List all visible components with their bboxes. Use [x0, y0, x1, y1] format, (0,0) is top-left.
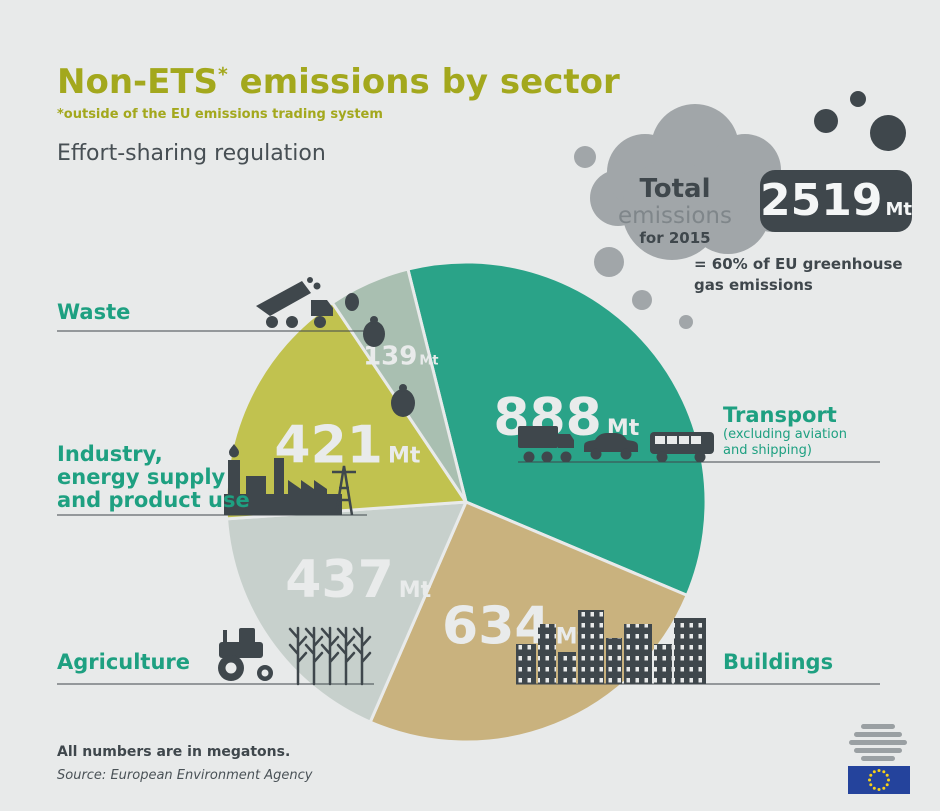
slice-value-agriculture: 437 Mt — [285, 550, 431, 610]
council-swirl-icon — [849, 724, 907, 761]
dump-truck-icon — [256, 277, 333, 328]
truck-icon — [518, 426, 574, 463]
tractor-icon — [218, 628, 273, 681]
eu-council-logo — [848, 724, 910, 794]
pie-slice-industry — [224, 301, 468, 521]
buildings-skyline-icon — [516, 610, 706, 684]
power-pylon-icon — [332, 465, 356, 516]
gas-flare-icon — [229, 444, 239, 458]
pie-slice-agriculture — [225, 500, 468, 724]
bus-icon — [650, 432, 714, 463]
wheat-icon — [288, 626, 372, 686]
dark-cloud-dots — [814, 91, 906, 151]
car-icon — [584, 433, 638, 460]
eu-flag-stars — [868, 769, 890, 791]
slice-value-industry: 421 Mt — [274, 416, 420, 476]
transport-vehicles-icons — [518, 426, 714, 463]
total-value-badge — [760, 170, 912, 232]
trash-bags-icon — [345, 293, 415, 417]
factory-icon — [224, 444, 356, 516]
